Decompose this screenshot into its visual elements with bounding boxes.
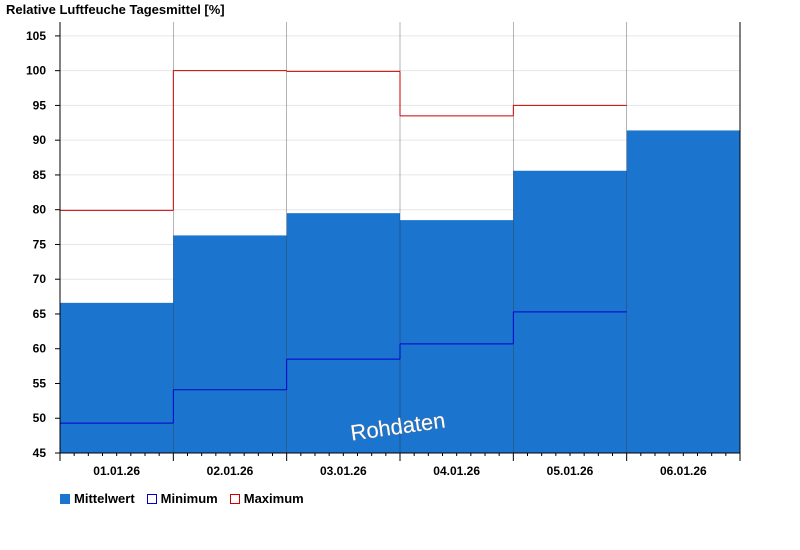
ytick-label-65: 65 [33,307,47,321]
ytick-label-105: 105 [26,29,46,43]
legend-label-mittelwert: Mittelwert [74,491,135,506]
min-max-lines [60,22,627,453]
ytick-label-50: 50 [33,411,47,425]
xtick-label-0: 01.01.26 [93,464,140,478]
ytick-label-60: 60 [33,342,47,356]
ytick-label-45: 45 [33,446,47,460]
bar-mittelwert-5 [626,130,740,453]
bar-mittelwert-2 [286,213,400,453]
legend-label-minimum: Minimum [160,491,218,506]
xtick-label-3: 04.01.26 [433,464,480,478]
ytick-label-80: 80 [33,203,47,217]
xtick-label-5: 06.01.26 [660,464,707,478]
ytick-label-100: 100 [26,64,46,78]
legend-label-maximum: Maximum [243,491,304,506]
ytick-label-70: 70 [33,272,47,286]
chart-title: Relative Luftfeuche Tagesmittel [%] [6,2,225,17]
legend-swatch-minimum [146,493,157,504]
ytick-label-95: 95 [33,98,47,112]
xtick-label-4: 05.01.26 [547,464,594,478]
ytick-label-85: 85 [33,168,47,182]
legend-swatch-maximum [229,493,240,504]
legend-swatch-mittelwert [60,493,70,504]
bar-mittelwert-0 [60,302,174,453]
legend-item-minimum: Minimum [146,491,218,506]
legend-item-mittelwert: Mittelwert [60,491,135,506]
xtick-label-1: 02.01.26 [207,464,254,478]
legend-item-maximum: Maximum [229,491,304,506]
axes: 45 50 55 60 65 70 75 80 85 90 95 100 105 01.01.26 02.0… [26,22,741,478]
legend: Mittelwert Minimum Maximum [60,491,316,506]
bar-mittelwert-1 [173,235,287,453]
bar-mittelwert-3 [400,220,514,453]
ytick-label-75: 75 [33,237,47,251]
ytick-label-90: 90 [33,133,47,147]
xtick-label-2: 03.01.26 [320,464,367,478]
ytick-label-55: 55 [33,376,47,390]
